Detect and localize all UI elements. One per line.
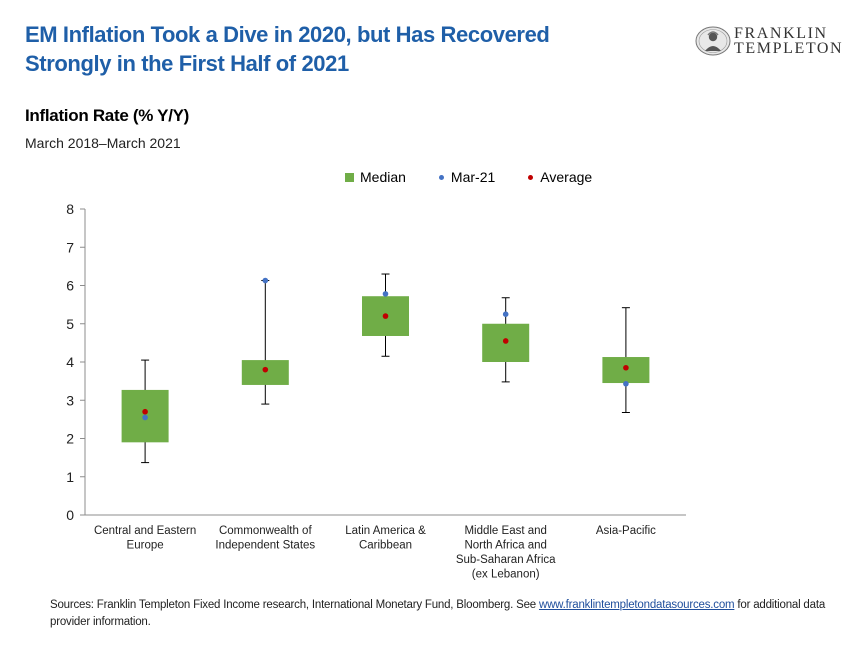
headline: EM Inflation Took a Dive in 2020, but Ha… (25, 20, 665, 78)
plot-area (121, 273, 650, 464)
y-tick-label: 1 (66, 469, 74, 485)
mar-21-point (382, 291, 389, 297)
source-text-suffix: for additional data provider information… (50, 599, 826, 628)
mar-21-point (262, 277, 269, 284)
y-tick-label: 8 (66, 201, 74, 217)
legend-item-median: Median (345, 169, 406, 185)
headline-line-1: EM Inflation Took a Dive in 2020, but Ha… (25, 22, 550, 47)
x-category-label-line: Europe (127, 540, 164, 552)
mar-21-point (502, 311, 509, 317)
x-category-label-line: Latin America & (345, 525, 426, 537)
source-note: Sources: Franklin Templeton Fixed Income… (50, 597, 845, 631)
legend-marker-average (528, 174, 534, 180)
franklin-templeton-logo: FRANKLIN TEMPLETON (694, 26, 844, 58)
y-tick-label: 7 (66, 239, 74, 255)
y-tick-label: 4 (66, 354, 74, 370)
x-category-label-line: Central and Eastern (94, 525, 196, 537)
data-sources-link[interactable]: www.franklintempletondatasources.com (538, 599, 735, 611)
x-category-label: Asia-Pacific (596, 525, 656, 537)
chart-subtitle: March 2018–March 2021 (25, 135, 181, 151)
legend-swatch-median (345, 172, 354, 182)
average-point (502, 338, 509, 344)
average-point (382, 313, 389, 319)
x-category-label: Central and Eastern Europe (94, 525, 196, 552)
x-category-label: Commonwealth of Independent States (215, 525, 315, 552)
x-category-label: Latin America & Caribbean (345, 525, 426, 552)
legend-label-mar-21: Mar-21 (450, 169, 496, 185)
portrait-seal-icon (695, 26, 731, 56)
legend-marker-mar-21 (438, 174, 444, 180)
chart-title: Inflation Rate (% Y/Y) (25, 106, 190, 125)
x-category-label-line: Independent States (215, 540, 315, 552)
y-tick-label: 2 (66, 431, 74, 447)
logo-text-franklin: FRANKLIN (734, 25, 828, 42)
y-tick-label: 6 (66, 278, 74, 294)
x-category-label-line: (ex Lebanon) (472, 569, 540, 581)
x-category-label-line: Commonwealth of (219, 525, 312, 537)
x-category-label-line: Caribbean (359, 540, 412, 552)
chart-legend: Median Mar-21 Average (345, 168, 592, 186)
logo-text-templeton: TEMPLETON (734, 40, 844, 57)
average-point (142, 408, 148, 415)
x-category-label-line: Middle East and (464, 525, 546, 537)
y-tick-label: 0 (66, 507, 74, 523)
logo-wordmark: FRANKLIN TEMPLETON (734, 25, 844, 57)
legend-label-average: Average (540, 169, 593, 185)
x-category-label: Middle East and North Africa and Sub-Sahar… (456, 525, 556, 581)
median-box (241, 360, 289, 385)
y-tick-label: 5 (66, 316, 74, 332)
x-axis: Central and Eastern Europe Commonwealth of… (85, 514, 686, 581)
mar-21-point (142, 414, 148, 421)
x-category-label-line: North Africa and (464, 540, 546, 552)
legend-label-median: Median (360, 169, 406, 185)
mar-21-point (623, 381, 629, 387)
y-axis: 0 1 2 3 4 5 6 7 8 (66, 201, 86, 523)
x-category-label-line: Asia-Pacific (596, 525, 656, 537)
average-point (262, 366, 269, 373)
box-plot-chart: 0 1 2 3 4 5 6 7 8 Central and Eastern Europe Commo… (66, 201, 686, 581)
average-point (623, 364, 629, 371)
y-tick-label: 3 (66, 392, 74, 408)
headline-line-2: Strongly in the First Half of 2021 (25, 51, 349, 76)
x-category-label-line: Sub-Saharan Africa (456, 554, 556, 566)
legend-item-average: Average (528, 169, 592, 185)
legend-item-mar-21: Mar-21 (438, 169, 496, 185)
source-text-prefix: Sources: Franklin Templeton Fixed Income… (50, 599, 539, 611)
